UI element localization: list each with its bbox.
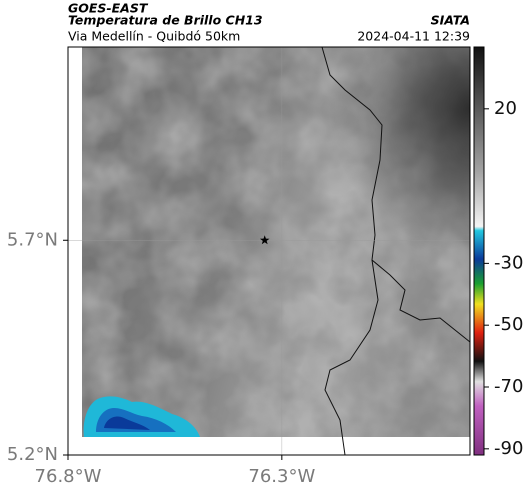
region-name: Via Medellín - Quibdó 50km: [68, 29, 240, 44]
colorbar-tick-label: -30: [494, 252, 523, 273]
convective-core: [104, 416, 150, 430]
timestamp: 2024-04-11 12:39: [357, 29, 470, 44]
colorbar-tick-label: -70: [494, 376, 523, 397]
cold-cloud: [68, 47, 470, 455]
satellite-name: GOES-EAST: [68, 1, 149, 16]
colorbar-tick-label: -90: [494, 438, 523, 459]
map-frame: [67, 46, 471, 456]
product-name: Temperatura de Brillo CH13: [68, 13, 263, 28]
y-tick-label: 5.2°N: [7, 444, 58, 465]
x-tick-label: 76.3°W: [248, 466, 315, 487]
colorbar-tick-label: 20: [494, 98, 517, 119]
admin-border: [324, 259, 379, 455]
x-tick-label: 76.8°W: [35, 466, 102, 487]
location-marker: [259, 235, 270, 245]
source-name: SIATA: [431, 13, 470, 28]
admin-border: [321, 47, 470, 343]
no-data-strip: [68, 47, 82, 455]
imagery: [68, 47, 470, 455]
y-tick-label: 5.7°N: [7, 229, 58, 250]
no-data-strip: [68, 437, 470, 455]
colorbar: [473, 46, 485, 456]
colorbar-tick-label: -50: [494, 314, 523, 335]
